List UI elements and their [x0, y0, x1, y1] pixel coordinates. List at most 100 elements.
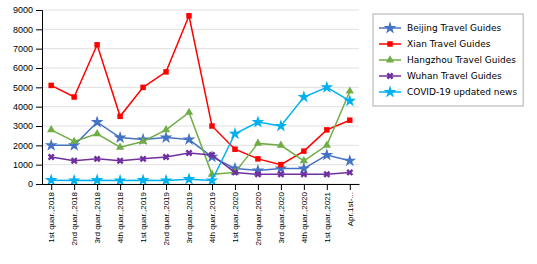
x-tick-mark — [120, 184, 121, 190]
x-axis: 1st quar.,20182nd quar.,20183rd quar.,20… — [43, 184, 360, 245]
x-tick-label: 1st quar.,2020 — [231, 191, 240, 242]
x-tick: 1st quar.,2021 — [323, 184, 332, 243]
y-axis-line — [36, 11, 43, 185]
y-tick: 5000 — [13, 83, 42, 93]
x-tick-label: 3rd quar.,2018 — [93, 191, 102, 243]
point — [91, 173, 104, 184]
y-tick-mark — [36, 184, 42, 185]
legend-box — [373, 14, 523, 106]
point — [300, 156, 308, 163]
x-tick: 2nd quar.,2019 — [162, 184, 171, 245]
legend-label: Beijing Travel Guides — [407, 23, 502, 33]
point — [299, 169, 309, 179]
y-tick: 0 — [28, 179, 42, 189]
grid-line — [42, 184, 359, 185]
x-tick: 4th quar.,2018 — [116, 184, 125, 243]
point — [278, 162, 283, 167]
point — [114, 174, 127, 184]
x-tick-label: 2nd quar.,2019 — [162, 191, 171, 245]
series-line — [51, 122, 350, 170]
x-tick-mark — [281, 184, 282, 190]
legend-swatch-marker — [387, 41, 392, 46]
y-tick: 6000 — [13, 63, 42, 73]
grid-line — [42, 87, 359, 88]
x-tick: 1st quar.,2019 — [139, 184, 148, 243]
x-tick: 3rd quar.,2018 — [93, 184, 102, 244]
y-tick-label: 9000 — [13, 5, 33, 15]
y-tick-label: 2000 — [13, 141, 33, 151]
x-tick: 2nd quar.,2020 — [254, 184, 263, 245]
point — [163, 69, 168, 74]
x-tick-label: 4th quar.,2020 — [300, 191, 309, 243]
legend-item: Wuhan Travel Guides — [379, 71, 502, 81]
y-tick-mark — [36, 126, 42, 127]
x-tick-mark — [327, 184, 328, 190]
x-tick-label: 3rd quar.,2019 — [185, 191, 194, 243]
point — [345, 167, 355, 177]
x-tick-label: 4th quar.,2018 — [116, 191, 125, 243]
point — [324, 127, 329, 132]
point — [209, 123, 214, 128]
y-tick-mark — [36, 68, 42, 69]
y-tick-mark — [36, 49, 42, 50]
point — [254, 139, 262, 146]
point — [183, 133, 196, 145]
point — [186, 13, 191, 18]
legend-label: Wuhan Travel Guides — [407, 71, 502, 81]
x-tick-mark — [166, 184, 167, 190]
x-tick-mark — [258, 184, 259, 190]
point — [230, 167, 240, 177]
x-tick-label: 1st quar.,2019 — [139, 191, 148, 242]
series — [47, 86, 354, 176]
point — [185, 108, 193, 115]
point — [162, 125, 170, 132]
point — [301, 148, 306, 153]
series-line — [51, 153, 350, 174]
x-tick-label: 3rd quar.,2020 — [277, 191, 286, 243]
grid-line — [42, 10, 359, 11]
x-tick-label: 2nd quar.,2018 — [70, 191, 79, 245]
x-tick: 2nd quar.,2018 — [70, 184, 79, 245]
legend-label: Hangzhou Travel Guides — [407, 55, 516, 65]
point — [116, 142, 124, 149]
marks — [45, 13, 356, 184]
y-tick: 4000 — [13, 102, 42, 112]
x-tick-mark — [189, 184, 190, 190]
series-line — [51, 91, 350, 174]
y-tick-label: 6000 — [13, 63, 33, 73]
legend-label: COVID-19 updated news — [407, 87, 517, 97]
point — [117, 114, 122, 119]
point — [137, 173, 150, 184]
legend-item: Xian Travel Guides — [379, 39, 491, 49]
legend-swatch-marker — [384, 85, 397, 97]
point — [232, 146, 237, 151]
point — [320, 148, 333, 160]
point — [45, 173, 58, 184]
y-tick-mark — [36, 87, 42, 88]
x-tick: 4th quar.,2020 — [300, 184, 309, 243]
point — [46, 152, 56, 162]
point — [140, 85, 145, 90]
x-tick-mark — [74, 184, 75, 190]
legend-swatch-marker — [384, 21, 397, 33]
point — [114, 131, 127, 143]
x-axis-line — [43, 184, 360, 185]
legend-item: COVID-19 updated news — [379, 85, 517, 97]
y-tick: 7000 — [13, 44, 42, 54]
point — [70, 137, 78, 144]
point — [138, 154, 148, 164]
y-tick-mark — [36, 107, 42, 108]
point — [91, 115, 104, 127]
point — [94, 42, 99, 47]
y-tick: 8000 — [13, 25, 42, 35]
point — [252, 115, 265, 127]
point — [69, 156, 79, 166]
point — [298, 90, 311, 102]
point — [183, 172, 196, 184]
point — [93, 129, 101, 136]
point — [47, 125, 55, 132]
x-tick-mark — [235, 184, 236, 190]
point — [229, 127, 242, 139]
y-tick-label: 3000 — [13, 121, 33, 131]
series — [45, 81, 356, 184]
